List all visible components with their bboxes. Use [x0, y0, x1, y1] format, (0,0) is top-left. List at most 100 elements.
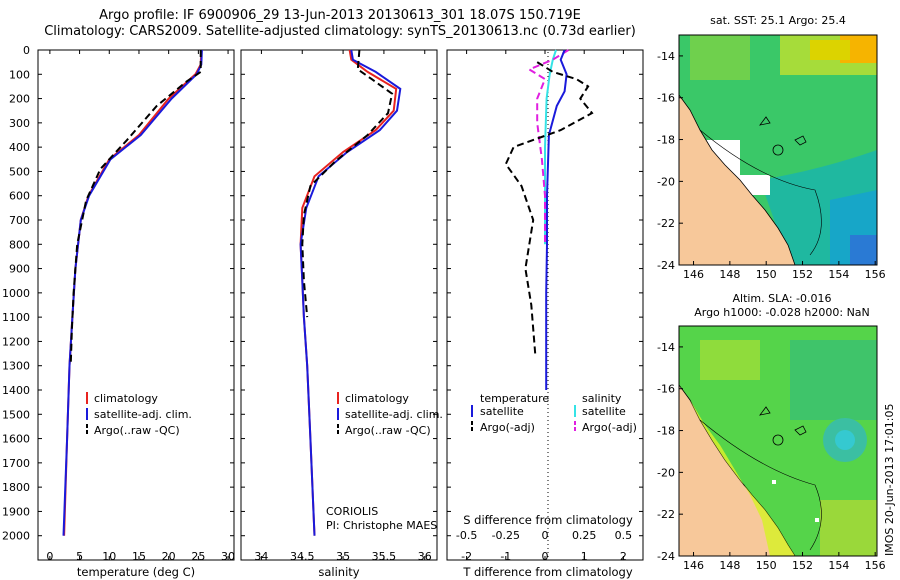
- x-tick-label: 10: [102, 550, 116, 563]
- imos-timestamp: IMOS 20-Jun-2013 17:01:05: [883, 403, 896, 556]
- x-tick-label: 0: [46, 550, 53, 563]
- depth-tick-label: 100: [9, 68, 30, 81]
- s-diff-argo-line: [527, 49, 570, 245]
- legend-label: climatology: [345, 392, 409, 405]
- pi-note: PI: Christophe MAES: [326, 519, 437, 532]
- x-tick-label: 2: [620, 550, 627, 563]
- depth-tick-label: 1900: [2, 505, 30, 518]
- x-tick-label-s: 0.5: [615, 529, 633, 542]
- legend-label: satellite: [582, 405, 626, 418]
- lon-tick-label: 154: [828, 268, 849, 281]
- depth-tick-label: 1500: [2, 408, 30, 421]
- depth-tick-label: 1100: [2, 311, 30, 324]
- lat-tick-label: -20: [657, 175, 675, 188]
- x-tick-label-s: 0.25: [572, 529, 597, 542]
- legend-label: satellite-adj. clim.: [94, 408, 192, 421]
- lat-tick-label: -14: [657, 50, 675, 63]
- legend-label: Argo(-adj): [480, 421, 535, 434]
- t-difference-xlabel: T difference from climatology: [462, 565, 633, 579]
- difference-curves: [504, 49, 594, 390]
- temperature-legend: climatology satellite-adj. clim. Argo(..…: [86, 392, 192, 437]
- temperature-x-axis: 0 5 10 15 20 25 30: [46, 50, 235, 563]
- lat-tick-label: -18: [657, 425, 675, 438]
- t-diff-argo-line: [504, 61, 594, 354]
- lon-tick-label: 154: [828, 559, 849, 572]
- lat-tick-label: -22: [657, 217, 675, 230]
- lat-tick-label: -24: [657, 550, 675, 563]
- temperature-climatology-line: [63, 49, 203, 536]
- x-tick-label: 0: [542, 550, 549, 563]
- depth-tick-label: 2000: [2, 530, 30, 543]
- figure-title-line1: Argo profile: IF 6900906_29 13-Jun-2013 …: [99, 8, 581, 23]
- depth-tick-label: 1800: [2, 481, 30, 494]
- sst-map: [679, 35, 877, 265]
- lat-tick-label: -22: [657, 508, 675, 521]
- salinity-legend: climatology satellite-adj. clim. Argo(..…: [326, 392, 443, 532]
- lon-tick-label: 156: [865, 268, 886, 281]
- sst-lon-axis: 146 148 150 152 154 156: [683, 261, 886, 281]
- depth-tick-label: 900: [9, 263, 30, 276]
- salinity-satellite-line: [299, 49, 402, 536]
- depth-tick-label: 800: [9, 238, 30, 251]
- depth-tick-label: 300: [9, 117, 30, 130]
- salinity-curves: [299, 49, 402, 536]
- sla-lon-axis: 146 148 150 152 154 156: [683, 552, 886, 572]
- sla-map-frame: [678, 325, 878, 557]
- x-tick-label: 35: [336, 550, 350, 563]
- sst-map-title: sat. SST: 25.1 Argo: 25.4: [710, 14, 846, 27]
- depth-tick-label: 1600: [2, 433, 30, 446]
- lon-tick-label: 152: [792, 559, 813, 572]
- x-tick-label-s: -0.25: [492, 529, 520, 542]
- lat-tick-label: -16: [657, 383, 675, 396]
- legend-label: Argo(-adj): [582, 421, 637, 434]
- lon-tick-label: 150: [756, 559, 777, 572]
- x-tick-label: 35.5: [372, 550, 397, 563]
- depth-tick-label: 500: [9, 165, 30, 178]
- lat-tick-label: -18: [657, 134, 675, 147]
- temperature-xlabel: temperature (deg C): [77, 565, 195, 579]
- x-tick-label: 15: [132, 550, 146, 563]
- lon-tick-label: 148: [719, 559, 740, 572]
- lon-tick-label: 148: [719, 268, 740, 281]
- salinity-panel-frame: [240, 49, 438, 561]
- x-tick-label: 30: [221, 550, 235, 563]
- depth-tick-label: 0: [23, 44, 30, 57]
- x-tick-label: 20: [162, 550, 176, 563]
- depth-tick-label: 700: [9, 214, 30, 227]
- depth-tick-label: 1000: [2, 287, 30, 300]
- temperature-curves: [62, 49, 203, 536]
- depth-tick-label: 1200: [2, 335, 30, 348]
- sst-lat-axis: -14 -16 -18 -20 -22 -24: [657, 50, 683, 272]
- lon-tick-label: 152: [792, 268, 813, 281]
- lat-tick-label: -20: [657, 466, 675, 479]
- salinity-climatology-line: [299, 49, 398, 536]
- depth-axis: 0 100 200 300 400 500 600 700 800 900 1000 1100 1200…: [2, 44, 643, 543]
- sst-map-frame: [678, 34, 878, 266]
- x-tick-label-s: 0: [542, 529, 549, 542]
- figure-title-line2: Climatology: CARS2009. Satellite-adjuste…: [44, 24, 636, 39]
- legend-label: satellite: [480, 405, 524, 418]
- sla-map-title-line1: Altim. SLA: -0.016: [732, 292, 831, 305]
- difference-legend: temperature salinity satellite Argo(-adj…: [471, 392, 637, 434]
- x-tick-label: 1: [581, 550, 588, 563]
- lon-tick-label: 146: [683, 559, 704, 572]
- x-tick-label: 5: [76, 550, 83, 563]
- depth-tick-label: 1400: [2, 384, 30, 397]
- sla-map: [679, 326, 877, 556]
- x-tick-label: 34: [254, 550, 268, 563]
- x-tick-label-s: -0.5: [456, 529, 477, 542]
- x-tick-label: 34.5: [290, 550, 315, 563]
- t-diff-satellite-line: [545, 49, 568, 390]
- depth-tick-label: 600: [9, 190, 30, 203]
- temperature-panel-frame: [37, 49, 235, 561]
- depth-tick-label: 400: [9, 141, 30, 154]
- lat-tick-label: -16: [657, 92, 675, 105]
- x-tick-label: 36: [418, 550, 432, 563]
- depth-tick-label: 200: [9, 93, 30, 106]
- lon-tick-label: 150: [756, 268, 777, 281]
- x-tick-label: 25: [191, 550, 205, 563]
- x-tick-label: -1: [500, 550, 511, 563]
- salinity-x-axis: 34 34.5 35 35.5 36: [254, 50, 432, 563]
- legend-label: Argo(..raw -QC): [94, 424, 180, 437]
